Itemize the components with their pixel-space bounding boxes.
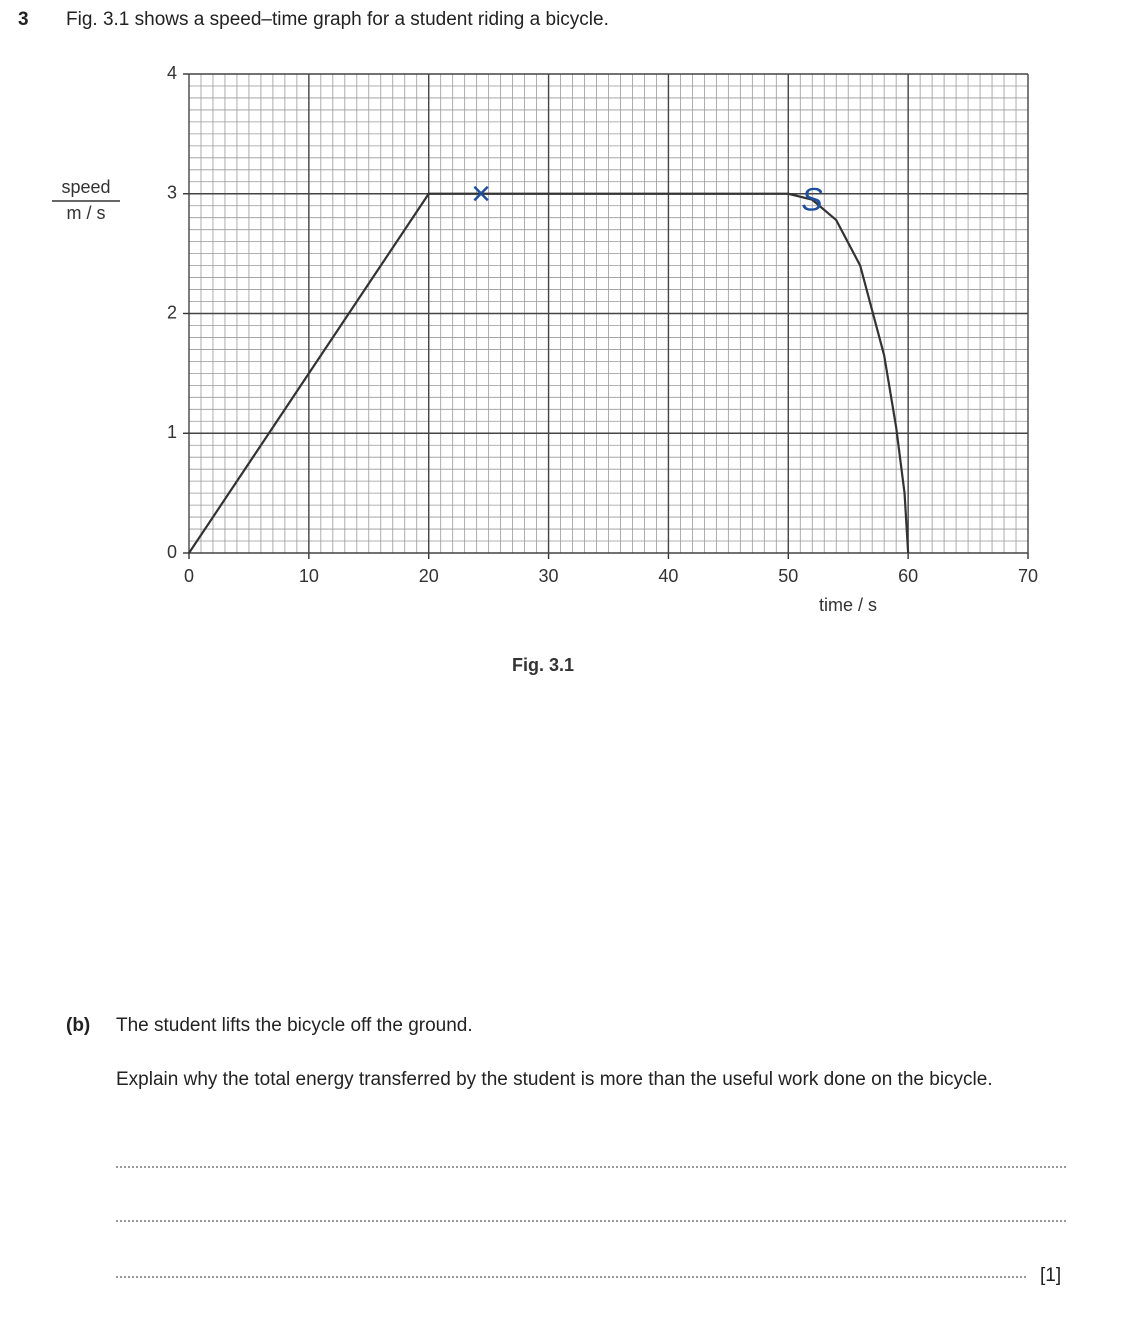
x-tick-label: 60 xyxy=(898,566,918,586)
intro: Fig. 3.1 shows a speed–time graph for a … xyxy=(66,9,609,30)
x-tick-label: 70 xyxy=(1018,566,1038,586)
part-label: (b) xyxy=(66,1015,91,1036)
x-tick-label: 0 xyxy=(184,566,194,586)
y-label-bottom: m / s xyxy=(67,203,106,223)
x-tick-label: 50 xyxy=(778,566,798,586)
speed-time-line xyxy=(188,192,910,554)
y-tick-label: 1 xyxy=(167,422,177,442)
part-question: Explain why the total energy transferred… xyxy=(116,1069,993,1090)
chart: speed m / s time / s Fig. 3.1 0 10 20 30 40 5… xyxy=(52,63,1038,675)
y-tick-label: 0 xyxy=(167,542,177,562)
question-number: 3 xyxy=(18,9,29,30)
part-text: The student lifts the bicycle off the gr… xyxy=(116,1015,473,1036)
y-tick-label: 2 xyxy=(167,302,177,322)
x-label: time / s xyxy=(819,595,877,615)
answer-line xyxy=(116,1166,1066,1168)
answer-line xyxy=(116,1220,1066,1222)
y-label-top: speed xyxy=(61,177,110,197)
caption: Fig. 3.1 xyxy=(512,655,574,675)
handwritten-mark: × xyxy=(471,175,491,213)
x-tick-label: 40 xyxy=(658,566,678,586)
answer-line xyxy=(116,1276,1026,1278)
y-tick-label: 4 xyxy=(167,63,177,83)
handwritten-mark: S xyxy=(801,181,822,217)
x-tick-label: 20 xyxy=(419,566,439,586)
x-tick-label: 10 xyxy=(299,566,319,586)
marks: [1] xyxy=(1040,1265,1062,1286)
x-tick-label: 30 xyxy=(539,566,559,586)
y-tick-label: 3 xyxy=(167,183,177,203)
